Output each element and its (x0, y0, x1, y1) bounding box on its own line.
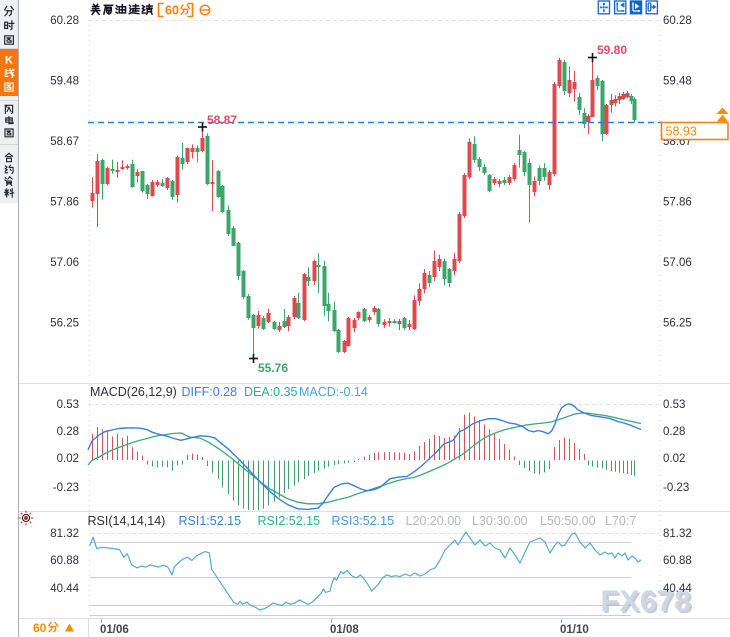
svg-text:L20:20.00: L20:20.00 (406, 514, 462, 528)
svg-text:FX678: FX678 (603, 587, 694, 620)
svg-text:0.28: 0.28 (57, 426, 79, 438)
svg-text:58.93: 58.93 (666, 125, 697, 139)
svg-text:60.88: 60.88 (50, 555, 79, 567)
svg-text:K: K (5, 55, 13, 67)
svg-text:01/10: 01/10 (560, 624, 589, 636)
svg-text:0.28: 0.28 (663, 426, 685, 438)
svg-text:MACD(26,12,9): MACD(26,12,9) (90, 385, 177, 399)
svg-text:59.48: 59.48 (663, 76, 692, 88)
svg-text:RSI3:52.15: RSI3:52.15 (332, 514, 395, 528)
svg-text:57.06: 57.06 (50, 257, 79, 269)
svg-text:0.02: 0.02 (57, 453, 79, 465)
svg-text:59.48: 59.48 (50, 76, 79, 88)
svg-text:-0.23: -0.23 (53, 482, 79, 494)
svg-text:40.44: 40.44 (50, 583, 79, 595)
svg-text:57.86: 57.86 (50, 197, 79, 209)
svg-text:L30:30.00: L30:30.00 (472, 514, 528, 528)
svg-text:L70:7: L70:7 (605, 514, 636, 528)
svg-text:L50:50.00: L50:50.00 (540, 514, 596, 528)
svg-text:DIFF:0.28: DIFF:0.28 (182, 385, 238, 399)
svg-text:0.53: 0.53 (57, 399, 79, 411)
svg-text:58.67: 58.67 (50, 136, 79, 148)
svg-text:0.53: 0.53 (663, 399, 685, 411)
svg-text:56.25: 56.25 (50, 318, 79, 330)
svg-text:0.02: 0.02 (663, 453, 685, 465)
svg-text:59.80: 59.80 (597, 43, 627, 57)
svg-text:81.32: 81.32 (663, 528, 692, 540)
svg-text:01/06: 01/06 (100, 624, 129, 636)
svg-text:01/08: 01/08 (330, 624, 359, 636)
svg-text:81.32: 81.32 (50, 528, 79, 540)
svg-text:57.06: 57.06 (663, 257, 692, 269)
svg-text:56.25: 56.25 (663, 318, 692, 330)
svg-text:60: 60 (33, 621, 47, 635)
svg-text:RSI2:52.15: RSI2:52.15 (258, 514, 321, 528)
svg-text:40.44: 40.44 (663, 583, 692, 595)
svg-text:57.86: 57.86 (663, 197, 692, 209)
svg-text:60.88: 60.88 (663, 555, 692, 567)
svg-text:FX678: FX678 (601, 585, 692, 618)
svg-text:60.28: 60.28 (663, 15, 692, 27)
svg-text:RSI(14,14,14): RSI(14,14,14) (88, 514, 166, 528)
svg-text:58.87: 58.87 (207, 113, 237, 127)
svg-text:60.28: 60.28 (50, 15, 79, 27)
svg-text:RSI1:52.15: RSI1:52.15 (179, 514, 242, 528)
svg-text:-0.23: -0.23 (663, 482, 689, 494)
svg-text:DEA:0.35: DEA:0.35 (244, 385, 298, 399)
svg-text:55.76: 55.76 (258, 361, 288, 375)
svg-text:60: 60 (165, 4, 179, 18)
svg-text:MACD:-0.14: MACD:-0.14 (299, 385, 368, 399)
